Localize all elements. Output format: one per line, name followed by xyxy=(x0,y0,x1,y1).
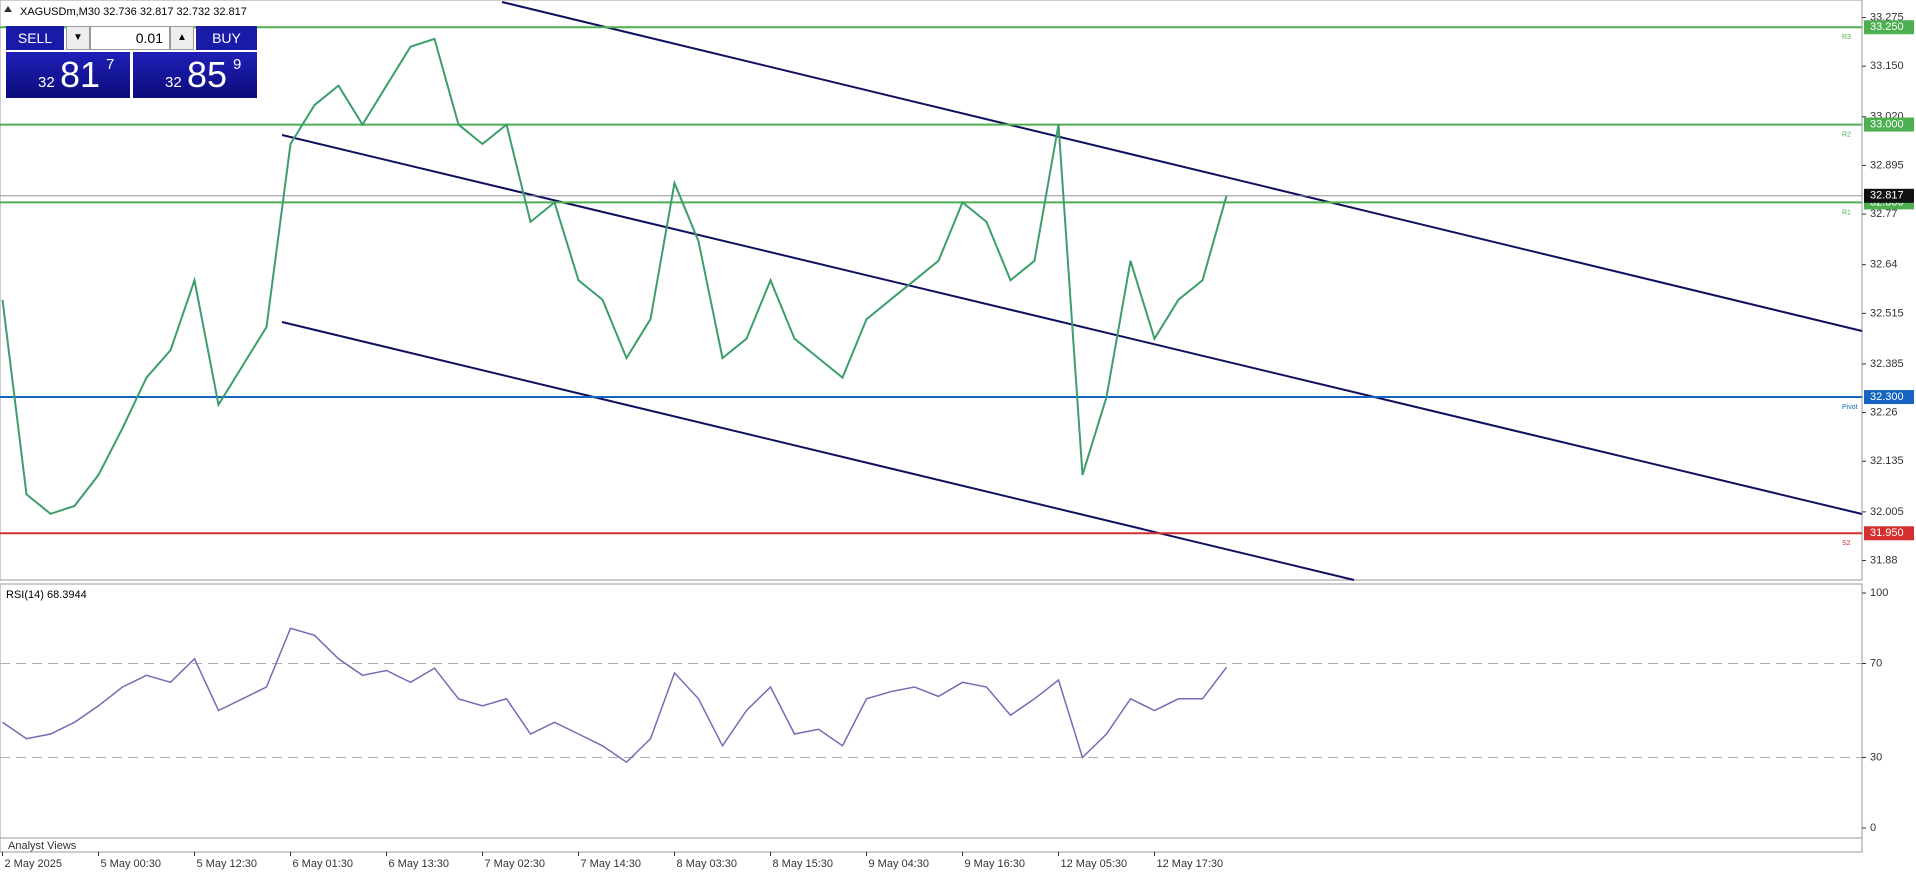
x-tick-label: 6 May 01:30 xyxy=(293,858,354,870)
bid-main: 81 xyxy=(60,54,101,95)
bid-big: 32 xyxy=(38,74,55,91)
y-tick-label: 70 xyxy=(1870,657,1882,669)
channel-line xyxy=(501,1,1863,332)
level-name: R2 xyxy=(1842,131,1851,138)
bid-quote[interactable]: 32 81 7 xyxy=(6,52,130,98)
channel-line xyxy=(281,321,1355,581)
x-tick-label: 12 May 05:30 xyxy=(1061,858,1128,870)
x-tick-label: 7 May 02:30 xyxy=(485,858,546,870)
level-label: 33.250 xyxy=(1870,21,1904,33)
level-name: R3 xyxy=(1842,34,1851,41)
level-name: S2 xyxy=(1842,540,1851,547)
y-tick-label: 32.26 xyxy=(1870,407,1898,419)
ask-quote[interactable]: 32 85 9 xyxy=(133,52,257,98)
collapse-icon[interactable] xyxy=(4,6,12,12)
y-tick-label: 32.005 xyxy=(1870,506,1904,518)
panel-title: Analyst Views xyxy=(8,840,77,852)
lot-down[interactable]: ▼ xyxy=(66,26,90,50)
rsi-title: RSI(14) 68.3944 xyxy=(6,589,87,601)
lot-input[interactable]: 0.01 xyxy=(90,26,170,50)
x-tick-label: 6 May 13:30 xyxy=(389,858,450,870)
ask-main: 85 xyxy=(187,54,228,95)
y-tick-label: 32.895 xyxy=(1870,159,1904,171)
x-tick-label: 12 May 17:30 xyxy=(1157,858,1224,870)
x-tick-label: 7 May 14:30 xyxy=(581,858,642,870)
ask-big: 32 xyxy=(165,74,182,91)
y-tick-label: 32.135 xyxy=(1870,455,1904,467)
symbol-title: XAGUSDm,M30 32.736 32.817 32.732 32.817 xyxy=(20,6,247,18)
level-tag xyxy=(1864,390,1914,405)
bid-small: 7 xyxy=(106,56,115,73)
y-tick-label: 33.150 xyxy=(1870,60,1904,72)
x-tick-label: 8 May 15:30 xyxy=(773,858,834,870)
x-tick-label: 5 May 00:30 xyxy=(101,858,162,870)
y-tick-label: 30 xyxy=(1870,751,1882,763)
level-tag xyxy=(1864,117,1914,132)
x-tick-label: 5 May 12:30 xyxy=(197,858,258,870)
lot-up[interactable]: ▲ xyxy=(170,26,194,50)
price-tag xyxy=(1864,188,1914,203)
y-tick-label: 32.385 xyxy=(1870,358,1904,370)
level-tag xyxy=(1864,526,1914,541)
x-tick-label: 9 May 04:30 xyxy=(869,858,930,870)
main-frame xyxy=(0,0,1863,581)
ask-small: 9 xyxy=(233,56,242,73)
x-tick-label: 8 May 03:30 xyxy=(677,858,738,870)
y-tick-label: 31.88 xyxy=(1870,554,1898,566)
level-label: 33.000 xyxy=(1870,118,1904,130)
current-price-label: 32.817 xyxy=(1870,190,1904,202)
x-tick-label: 2 May 2025 xyxy=(5,858,62,870)
series-line xyxy=(1,37,1228,515)
y-tick-label: 32.515 xyxy=(1870,307,1904,319)
y-tick-label: 32.77 xyxy=(1870,208,1898,220)
level-label: 31.950 xyxy=(1870,527,1904,539)
y-tick-label: 0 xyxy=(1870,822,1876,834)
y-tick-label: 100 xyxy=(1870,587,1888,599)
sell-button[interactable]: SELL xyxy=(6,26,64,50)
level-name: R1 xyxy=(1842,209,1851,216)
level-tag xyxy=(1864,20,1914,35)
level-label: 32.300 xyxy=(1870,391,1904,403)
level-name: Pivot xyxy=(1842,404,1858,411)
bottom-frame xyxy=(0,837,1863,853)
x-tick-label: 9 May 16:30 xyxy=(965,858,1026,870)
y-tick-label: 32.64 xyxy=(1870,259,1898,271)
series-line xyxy=(2,627,1228,764)
buy-button[interactable]: BUY xyxy=(196,26,257,50)
rsi-frame xyxy=(0,583,1863,839)
